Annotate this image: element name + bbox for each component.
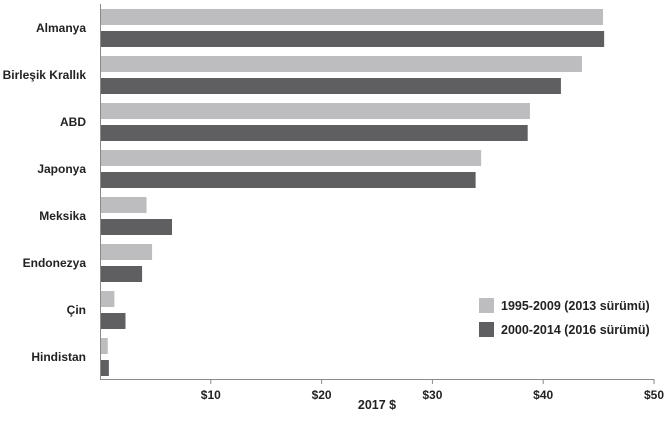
x-ticks: $10 $20 $30 $40 $50 [201, 379, 664, 402]
category-label: Endonezya [23, 256, 87, 270]
bar-series2 [101, 78, 561, 94]
category-label: Almanya [36, 21, 86, 35]
x-tick-label: $50 [644, 388, 664, 402]
bar-series2 [101, 360, 109, 376]
legend-label: 2000-2014 (2016 sürümü) [501, 323, 650, 337]
legend: 1995-2009 (2013 sürümü) 2000-2014 (2016 s… [479, 298, 650, 337]
x-axis-title: 2017 $ [358, 398, 396, 412]
bar-series2 [101, 172, 476, 188]
bar-series1 [101, 197, 147, 213]
category-label: Çin [67, 303, 86, 317]
category-label: Hindistan [31, 350, 86, 364]
category-label: ABD [60, 115, 86, 129]
bar-series2 [101, 219, 173, 235]
bar-series2 [101, 266, 143, 282]
bar-series1 [101, 56, 582, 72]
bar-series1 [101, 244, 153, 260]
bar-series2 [101, 31, 605, 47]
x-tick-label: $40 [533, 388, 553, 402]
legend-swatch [479, 322, 494, 337]
bar-series1 [101, 103, 530, 119]
category-label: Meksika [39, 209, 86, 223]
legend-label: 1995-2009 (2013 sürümü) [501, 299, 650, 313]
bars-layer [101, 9, 605, 376]
x-tick-label: $20 [312, 388, 332, 402]
x-tick-label: $10 [201, 388, 221, 402]
legend-swatch [479, 298, 494, 313]
x-tick-label: $30 [422, 388, 442, 402]
bar-series2 [101, 313, 126, 329]
bar-series1 [101, 291, 115, 307]
bar-series1 [101, 9, 604, 25]
bar-series1 [101, 150, 482, 166]
bar-series2 [101, 125, 528, 141]
category-label: Birleşik Krallık [3, 68, 87, 82]
bar-series1 [101, 338, 108, 354]
category-label: Japonya [37, 162, 86, 176]
category-labels: Almanya Birleşik Krallık ABD Japonya Meksika… [3, 21, 87, 364]
